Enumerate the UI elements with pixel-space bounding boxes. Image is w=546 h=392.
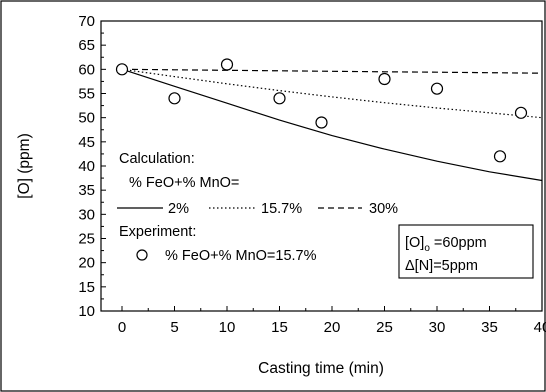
y-tick-label: 60 [78,61,95,78]
annotation-o-sub: o [424,243,430,254]
x-tick-label: 0 [118,319,126,336]
annotation-frame [398,224,534,279]
legend-marker-circle [136,249,148,261]
y-tick-label: 20 [78,255,95,272]
x-tick-label: 35 [481,319,498,336]
experiment-point [115,63,129,76]
annotation-o-base: [O] [405,235,424,251]
annotation-delta-n: Δ[N]=5ppm [405,258,478,274]
series-line-dotted [121,68,543,119]
y-tick-label: 15 [78,279,95,296]
annotation-initial-oxygen: [O]o =60ppm [405,235,487,254]
x-tick-label: 5 [170,319,178,336]
y-tick-label: 25 [78,231,95,248]
x-tick-label: 25 [376,319,393,336]
x-tick-label: 30 [429,319,446,336]
x-tick-label: 40 [534,319,546,336]
experiment-point [273,92,286,105]
y-tick-label: 35 [78,182,95,199]
y-tick-label: 40 [78,158,95,175]
legend-label-30: 30% [369,201,398,217]
y-tick-label: 70 [78,13,95,30]
experiment-point [430,82,444,95]
legend-exp-heading: Experiment: [119,224,196,240]
experiment-point [168,92,181,105]
experiment-point [378,72,391,86]
series-line-solid [121,68,543,182]
experiment-markers [115,58,528,163]
legend-calc-subheading: % FeO+% MnO= [129,175,239,191]
x-tick-label: 20 [324,319,341,336]
y-tick-label: 55 [78,86,95,103]
annotation-o-value: =60ppm [430,235,487,251]
experiment-point [493,150,507,163]
y-tick-label: 65 [78,37,95,54]
experiment-point [514,106,528,119]
x-tick-label: 15 [271,319,288,336]
series-layer [121,68,543,182]
y-tick-label: 50 [78,110,95,127]
series-line-dashed [121,68,543,74]
annotation-box: [O]o =60ppm Δ[N]=5ppm [398,224,534,279]
y-tick-label: 10 [78,303,95,320]
legend-label-2: 2% [168,201,189,217]
y-axis-title: [O] (ppm) [16,133,33,198]
legend-calc-heading: Calculation: [119,151,195,167]
x-tick-label: 10 [219,319,236,336]
x-axis-ticks: 0 5 10 15 20 25 30 35 40 [118,306,546,336]
y-tick-label: 45 [78,134,95,151]
legend: Calculation: % FeO+% MnO= 2% 15.7% 30% E… [117,151,398,264]
y-axis-ticks: 10 15 20 25 30 35 40 45 50 55 60 65 70 [78,13,106,320]
y-tick-label: 30 [78,206,95,223]
legend-label-15-7: 15.7% [261,201,302,217]
legend-label-experiment: % FeO+% MnO=15.7% [165,248,317,264]
experiment-point [315,116,328,129]
x-axis-title: Casting time (min) [258,360,384,377]
experiment-point [220,58,234,71]
